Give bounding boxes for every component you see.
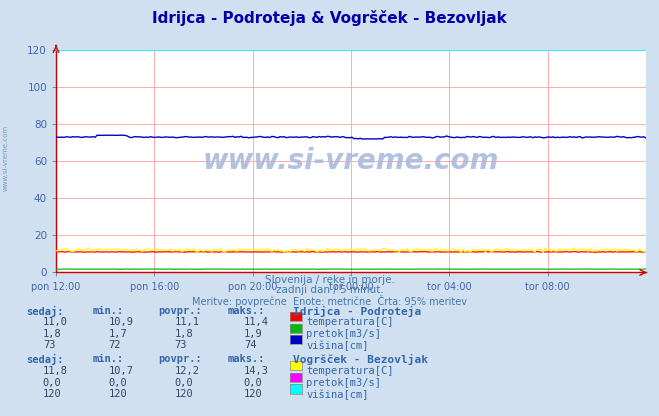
Text: 11,8: 11,8 [43,366,68,376]
Text: 73: 73 [43,340,55,350]
Text: povpr.:: povpr.: [158,306,202,316]
Text: 120: 120 [43,389,61,399]
Text: min.:: min.: [92,306,123,316]
Text: temperatura[C]: temperatura[C] [306,366,394,376]
Text: 1,8: 1,8 [43,329,61,339]
Text: 1,9: 1,9 [244,329,262,339]
Text: Slovenija / reke in morje.: Slovenija / reke in morje. [264,275,395,285]
Text: 73: 73 [175,340,187,350]
Text: pretok[m3/s]: pretok[m3/s] [306,378,382,388]
Text: sedaj:: sedaj: [26,306,64,317]
Text: višina[cm]: višina[cm] [306,389,369,400]
Text: www.si-vreme.com: www.si-vreme.com [203,147,499,175]
Text: 10,9: 10,9 [109,317,134,327]
Text: 1,8: 1,8 [175,329,193,339]
Text: 14,3: 14,3 [244,366,269,376]
Text: 120: 120 [175,389,193,399]
Text: 10,7: 10,7 [109,366,134,376]
Text: Idrijca - Podroteja: Idrijca - Podroteja [293,306,422,317]
Text: 74: 74 [244,340,256,350]
Text: 0,0: 0,0 [244,378,262,388]
Text: višina[cm]: višina[cm] [306,340,369,351]
Text: 120: 120 [109,389,127,399]
Text: min.:: min.: [92,354,123,364]
Text: povpr.:: povpr.: [158,354,202,364]
Text: zadnji dan / 5 minut.: zadnji dan / 5 minut. [275,285,384,295]
Text: 1,7: 1,7 [109,329,127,339]
Text: maks.:: maks.: [227,306,265,316]
Text: maks.:: maks.: [227,354,265,364]
Text: pretok[m3/s]: pretok[m3/s] [306,329,382,339]
Text: temperatura[C]: temperatura[C] [306,317,394,327]
Text: 0,0: 0,0 [175,378,193,388]
Text: Vogršček - Bezovljak: Vogršček - Bezovljak [293,354,428,366]
Text: Idrijca - Podroteja & Vogršček - Bezovljak: Idrijca - Podroteja & Vogršček - Bezovlj… [152,10,507,26]
Text: 0,0: 0,0 [109,378,127,388]
Text: 12,2: 12,2 [175,366,200,376]
Text: 72: 72 [109,340,121,350]
Text: sedaj:: sedaj: [26,354,64,366]
Text: Meritve: povprečne  Enote: metrične  Črta: 95% meritev: Meritve: povprečne Enote: metrične Črta:… [192,295,467,307]
Text: 11,4: 11,4 [244,317,269,327]
Text: 11,0: 11,0 [43,317,68,327]
Text: 0,0: 0,0 [43,378,61,388]
Text: 120: 120 [244,389,262,399]
Text: 11,1: 11,1 [175,317,200,327]
Text: www.si-vreme.com: www.si-vreme.com [2,125,9,191]
